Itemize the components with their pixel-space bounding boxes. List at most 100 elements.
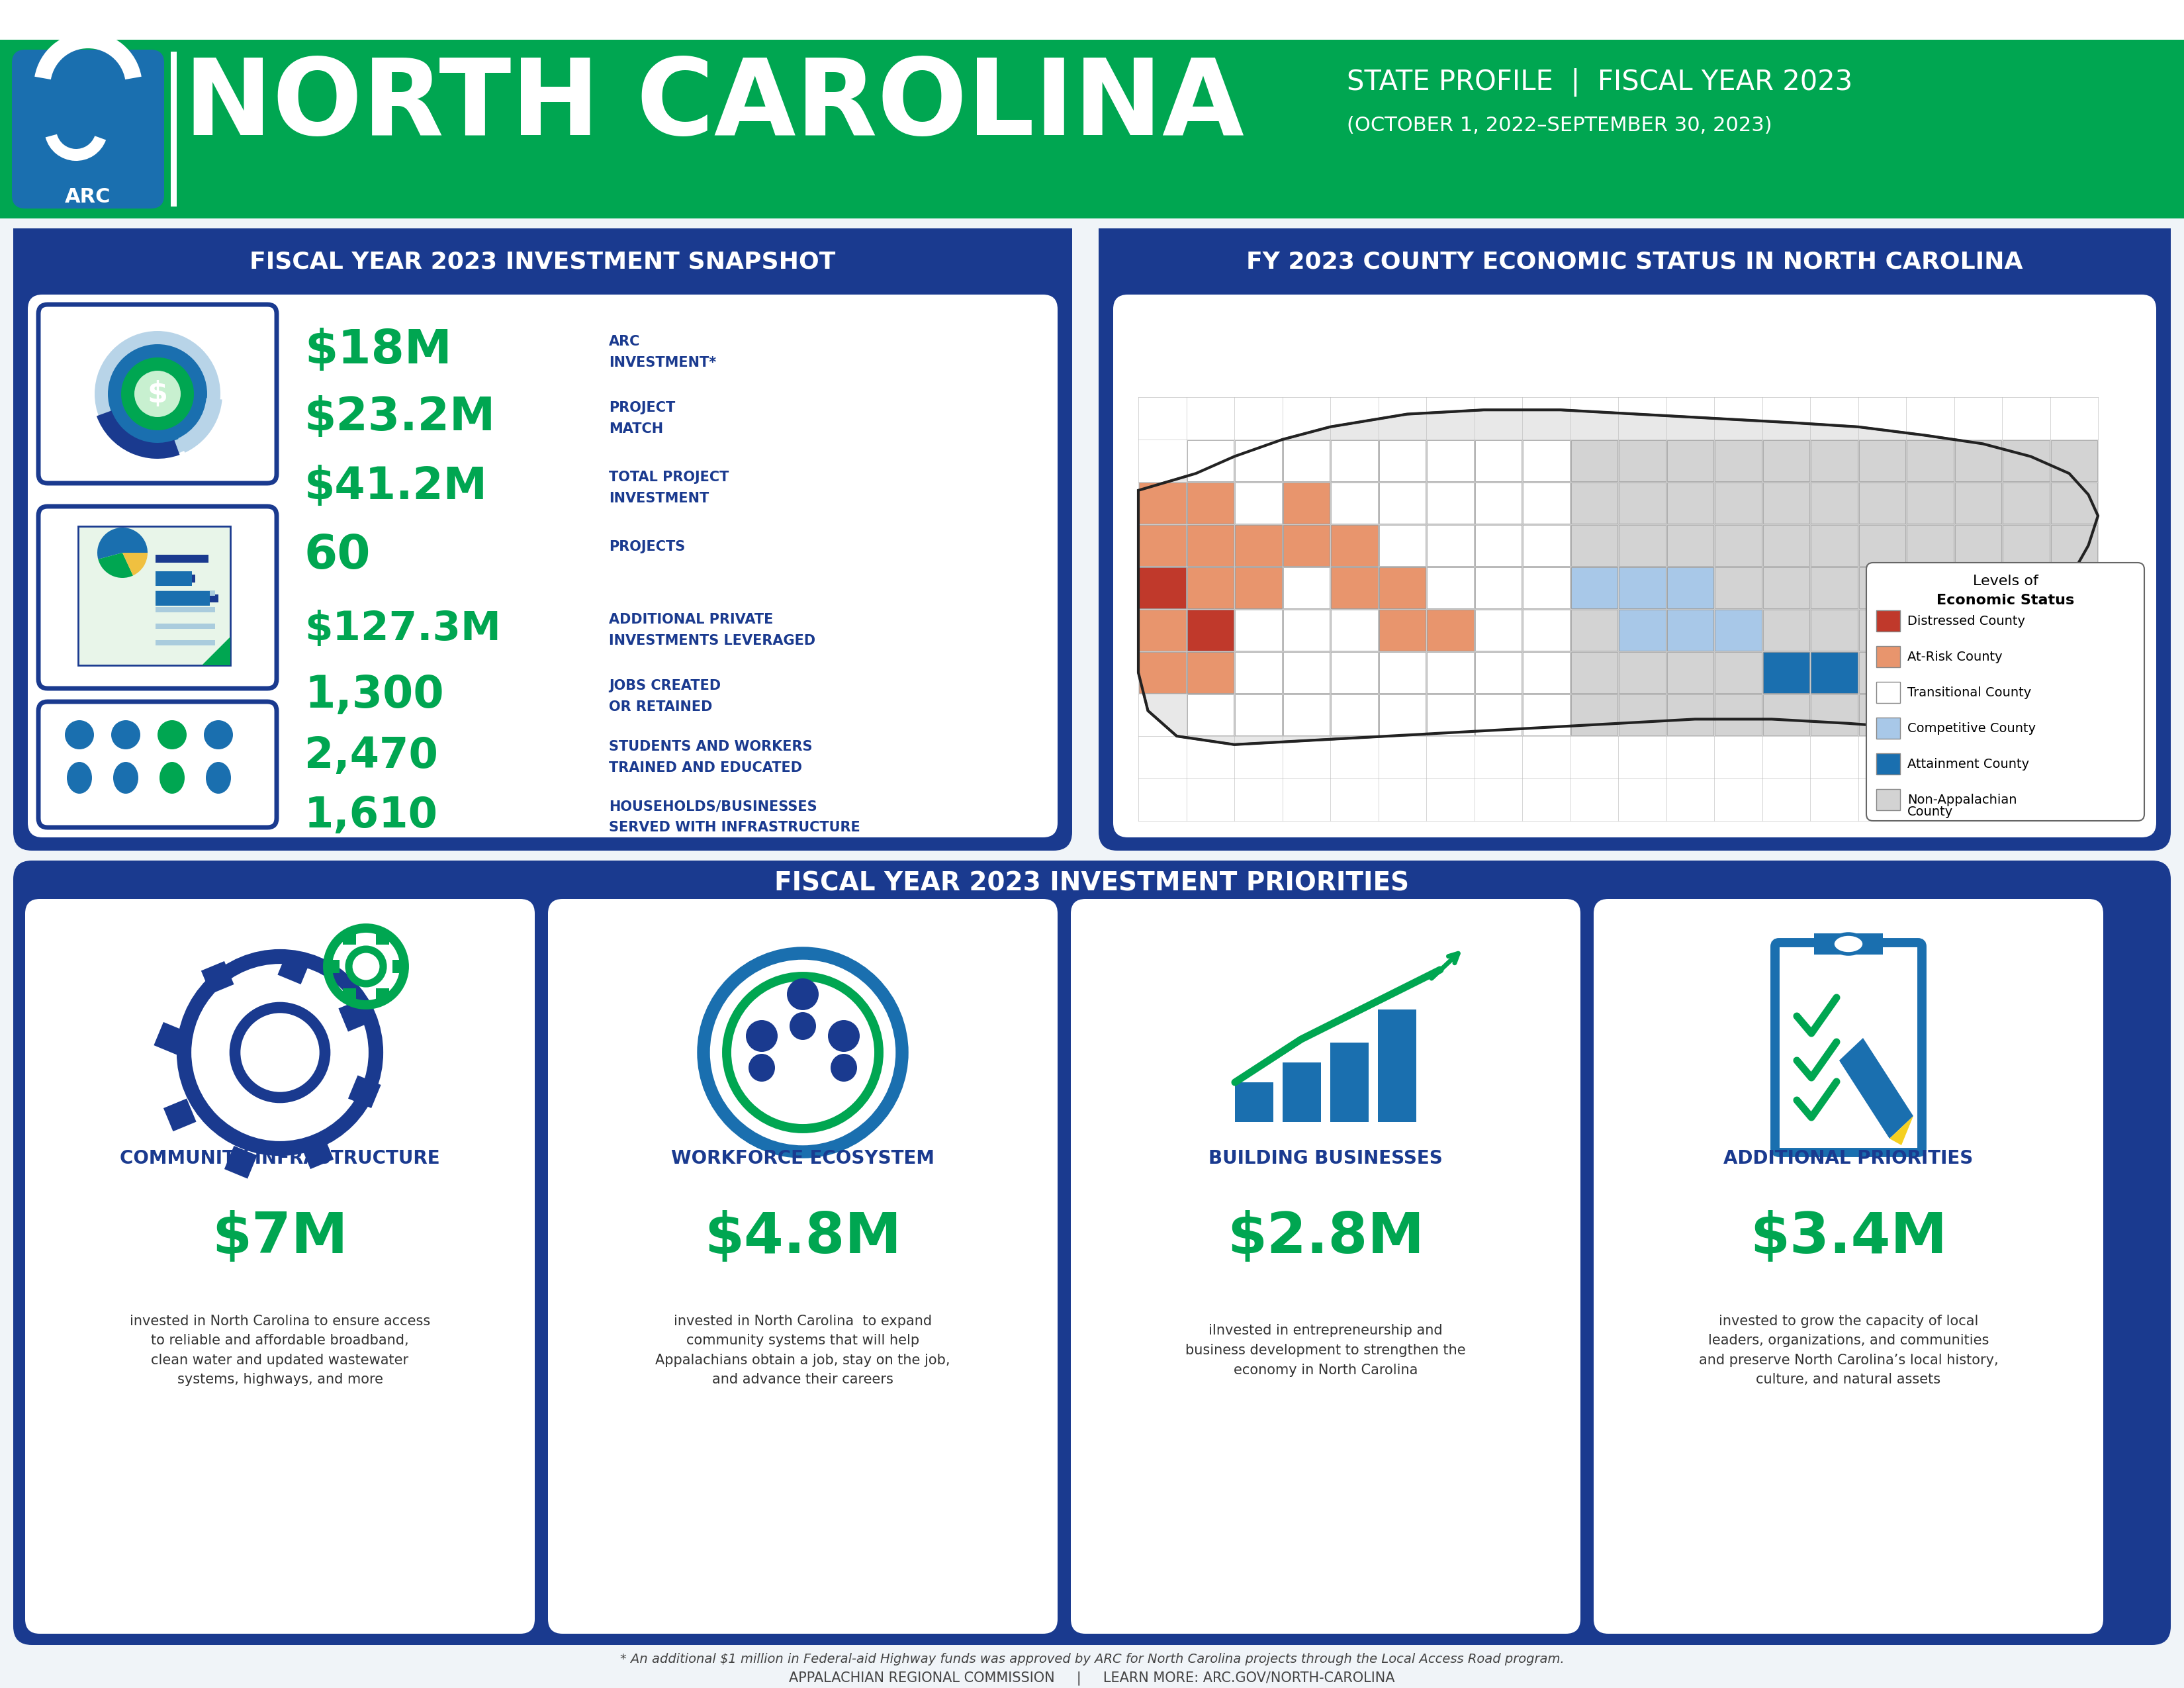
Bar (155, 623, 214, 630)
Bar (1666, 567, 1714, 608)
Bar (155, 640, 214, 645)
Bar (13, 228, 1072, 297)
Bar (1234, 567, 1282, 608)
Text: JOBS CREATED: JOBS CREATED (609, 679, 721, 692)
Bar (1955, 525, 2001, 565)
Text: HOUSEHOLDS/BUSINESSES: HOUSEHOLDS/BUSINESSES (609, 800, 817, 814)
Text: * An additional $1 million in Federal-aid Highway funds was approved by ARC for : * An additional $1 million in Federal-ai… (620, 1653, 1564, 1666)
Bar (1876, 682, 1900, 702)
FancyBboxPatch shape (1114, 295, 2156, 837)
Bar (153, 1021, 186, 1055)
Bar (1282, 483, 1330, 523)
Ellipse shape (791, 1013, 817, 1040)
Bar (1140, 567, 1186, 608)
FancyBboxPatch shape (13, 861, 2171, 1646)
Bar (170, 52, 177, 206)
Wedge shape (35, 32, 142, 79)
Text: FISCAL YEAR 2023 INVESTMENT SNAPSHOT: FISCAL YEAR 2023 INVESTMENT SNAPSHOT (249, 250, 836, 273)
FancyBboxPatch shape (1070, 900, 1581, 1634)
Bar (1474, 652, 1522, 694)
Bar (1378, 567, 1426, 608)
Bar (1474, 441, 1522, 481)
Bar (1282, 1062, 1321, 1123)
Text: Non-Appalachian: Non-Appalachian (1907, 793, 2016, 805)
Bar (1330, 483, 1378, 523)
Circle shape (203, 721, 234, 749)
Bar (1282, 525, 1330, 565)
Polygon shape (1839, 1038, 1913, 1139)
Bar (1330, 652, 1378, 694)
Bar (1378, 441, 1426, 481)
Bar (2003, 652, 2049, 694)
Bar (1186, 609, 1234, 650)
Bar (301, 1136, 334, 1170)
Circle shape (747, 1020, 778, 1052)
Bar (155, 555, 207, 562)
Bar (1474, 609, 1522, 650)
Bar (155, 591, 214, 596)
Bar (1762, 525, 1808, 565)
FancyBboxPatch shape (1776, 942, 1922, 1153)
Text: (OCTOBER 1, 2022–SEPTEMBER 30, 2023): (OCTOBER 1, 2022–SEPTEMBER 30, 2023) (1348, 116, 1771, 135)
Bar (1234, 694, 1282, 736)
Bar (1815, 933, 1883, 954)
Bar (1570, 694, 1618, 736)
Text: MATCH: MATCH (609, 422, 664, 436)
Bar (339, 999, 371, 1031)
Polygon shape (201, 636, 229, 665)
Bar (1234, 525, 1282, 565)
Text: WORKFORCE ECOSYSTEM: WORKFORCE ECOSYSTEM (670, 1150, 935, 1168)
Text: TRAINED AND EDUCATED: TRAINED AND EDUCATED (609, 761, 802, 775)
Ellipse shape (830, 1053, 856, 1082)
Bar (1282, 609, 1330, 650)
Bar (1955, 609, 2001, 650)
Text: BUILDING BUSINESSES: BUILDING BUSINESSES (1208, 1150, 1444, 1168)
Bar (1762, 609, 1808, 650)
Bar (1426, 609, 1474, 650)
Text: County: County (1907, 805, 1952, 819)
Text: PROJECT: PROJECT (609, 402, 675, 414)
Bar (1234, 609, 1282, 650)
Bar (1762, 441, 1808, 481)
Bar (1907, 441, 1952, 481)
Circle shape (786, 979, 819, 1009)
Text: Levels of: Levels of (1972, 574, 2038, 587)
FancyBboxPatch shape (28, 295, 1057, 837)
Bar (1522, 441, 1570, 481)
FancyBboxPatch shape (11, 49, 164, 209)
FancyBboxPatch shape (13, 228, 1072, 851)
Bar (2051, 694, 2097, 736)
Circle shape (135, 371, 181, 417)
Text: INVESTMENTS LEVERAGED: INVESTMENTS LEVERAGED (609, 635, 815, 648)
Bar (1666, 694, 1714, 736)
Bar (1522, 609, 1570, 650)
Bar (1811, 652, 1856, 694)
Text: invested in North Carolina to ensure access
to reliable and affordable broadband: invested in North Carolina to ensure acc… (129, 1315, 430, 1386)
Bar (1474, 694, 1522, 736)
Text: $: $ (146, 380, 168, 408)
Wedge shape (98, 528, 149, 559)
Bar (79, 527, 229, 665)
FancyBboxPatch shape (39, 702, 277, 827)
Bar (1186, 567, 1234, 608)
Bar (1666, 652, 1714, 694)
Bar (1714, 441, 1762, 481)
Bar (2051, 525, 2097, 565)
Bar (1378, 1009, 1415, 1123)
Bar (1666, 483, 1714, 523)
Bar (1955, 567, 2001, 608)
Bar (1762, 694, 1808, 736)
Ellipse shape (1832, 933, 1865, 954)
Text: 60: 60 (304, 533, 371, 579)
Wedge shape (179, 398, 223, 452)
Text: Transitional County: Transitional County (1907, 685, 2031, 699)
Bar (155, 571, 192, 586)
Text: ADDITIONAL PRIORITIES: ADDITIONAL PRIORITIES (1723, 1150, 1974, 1168)
Bar (1859, 525, 1904, 565)
Bar (1140, 483, 1186, 523)
Bar (1714, 694, 1762, 736)
Bar (1714, 567, 1762, 608)
Bar (1426, 694, 1474, 736)
Bar (2051, 609, 2097, 650)
Bar (1140, 652, 1186, 694)
